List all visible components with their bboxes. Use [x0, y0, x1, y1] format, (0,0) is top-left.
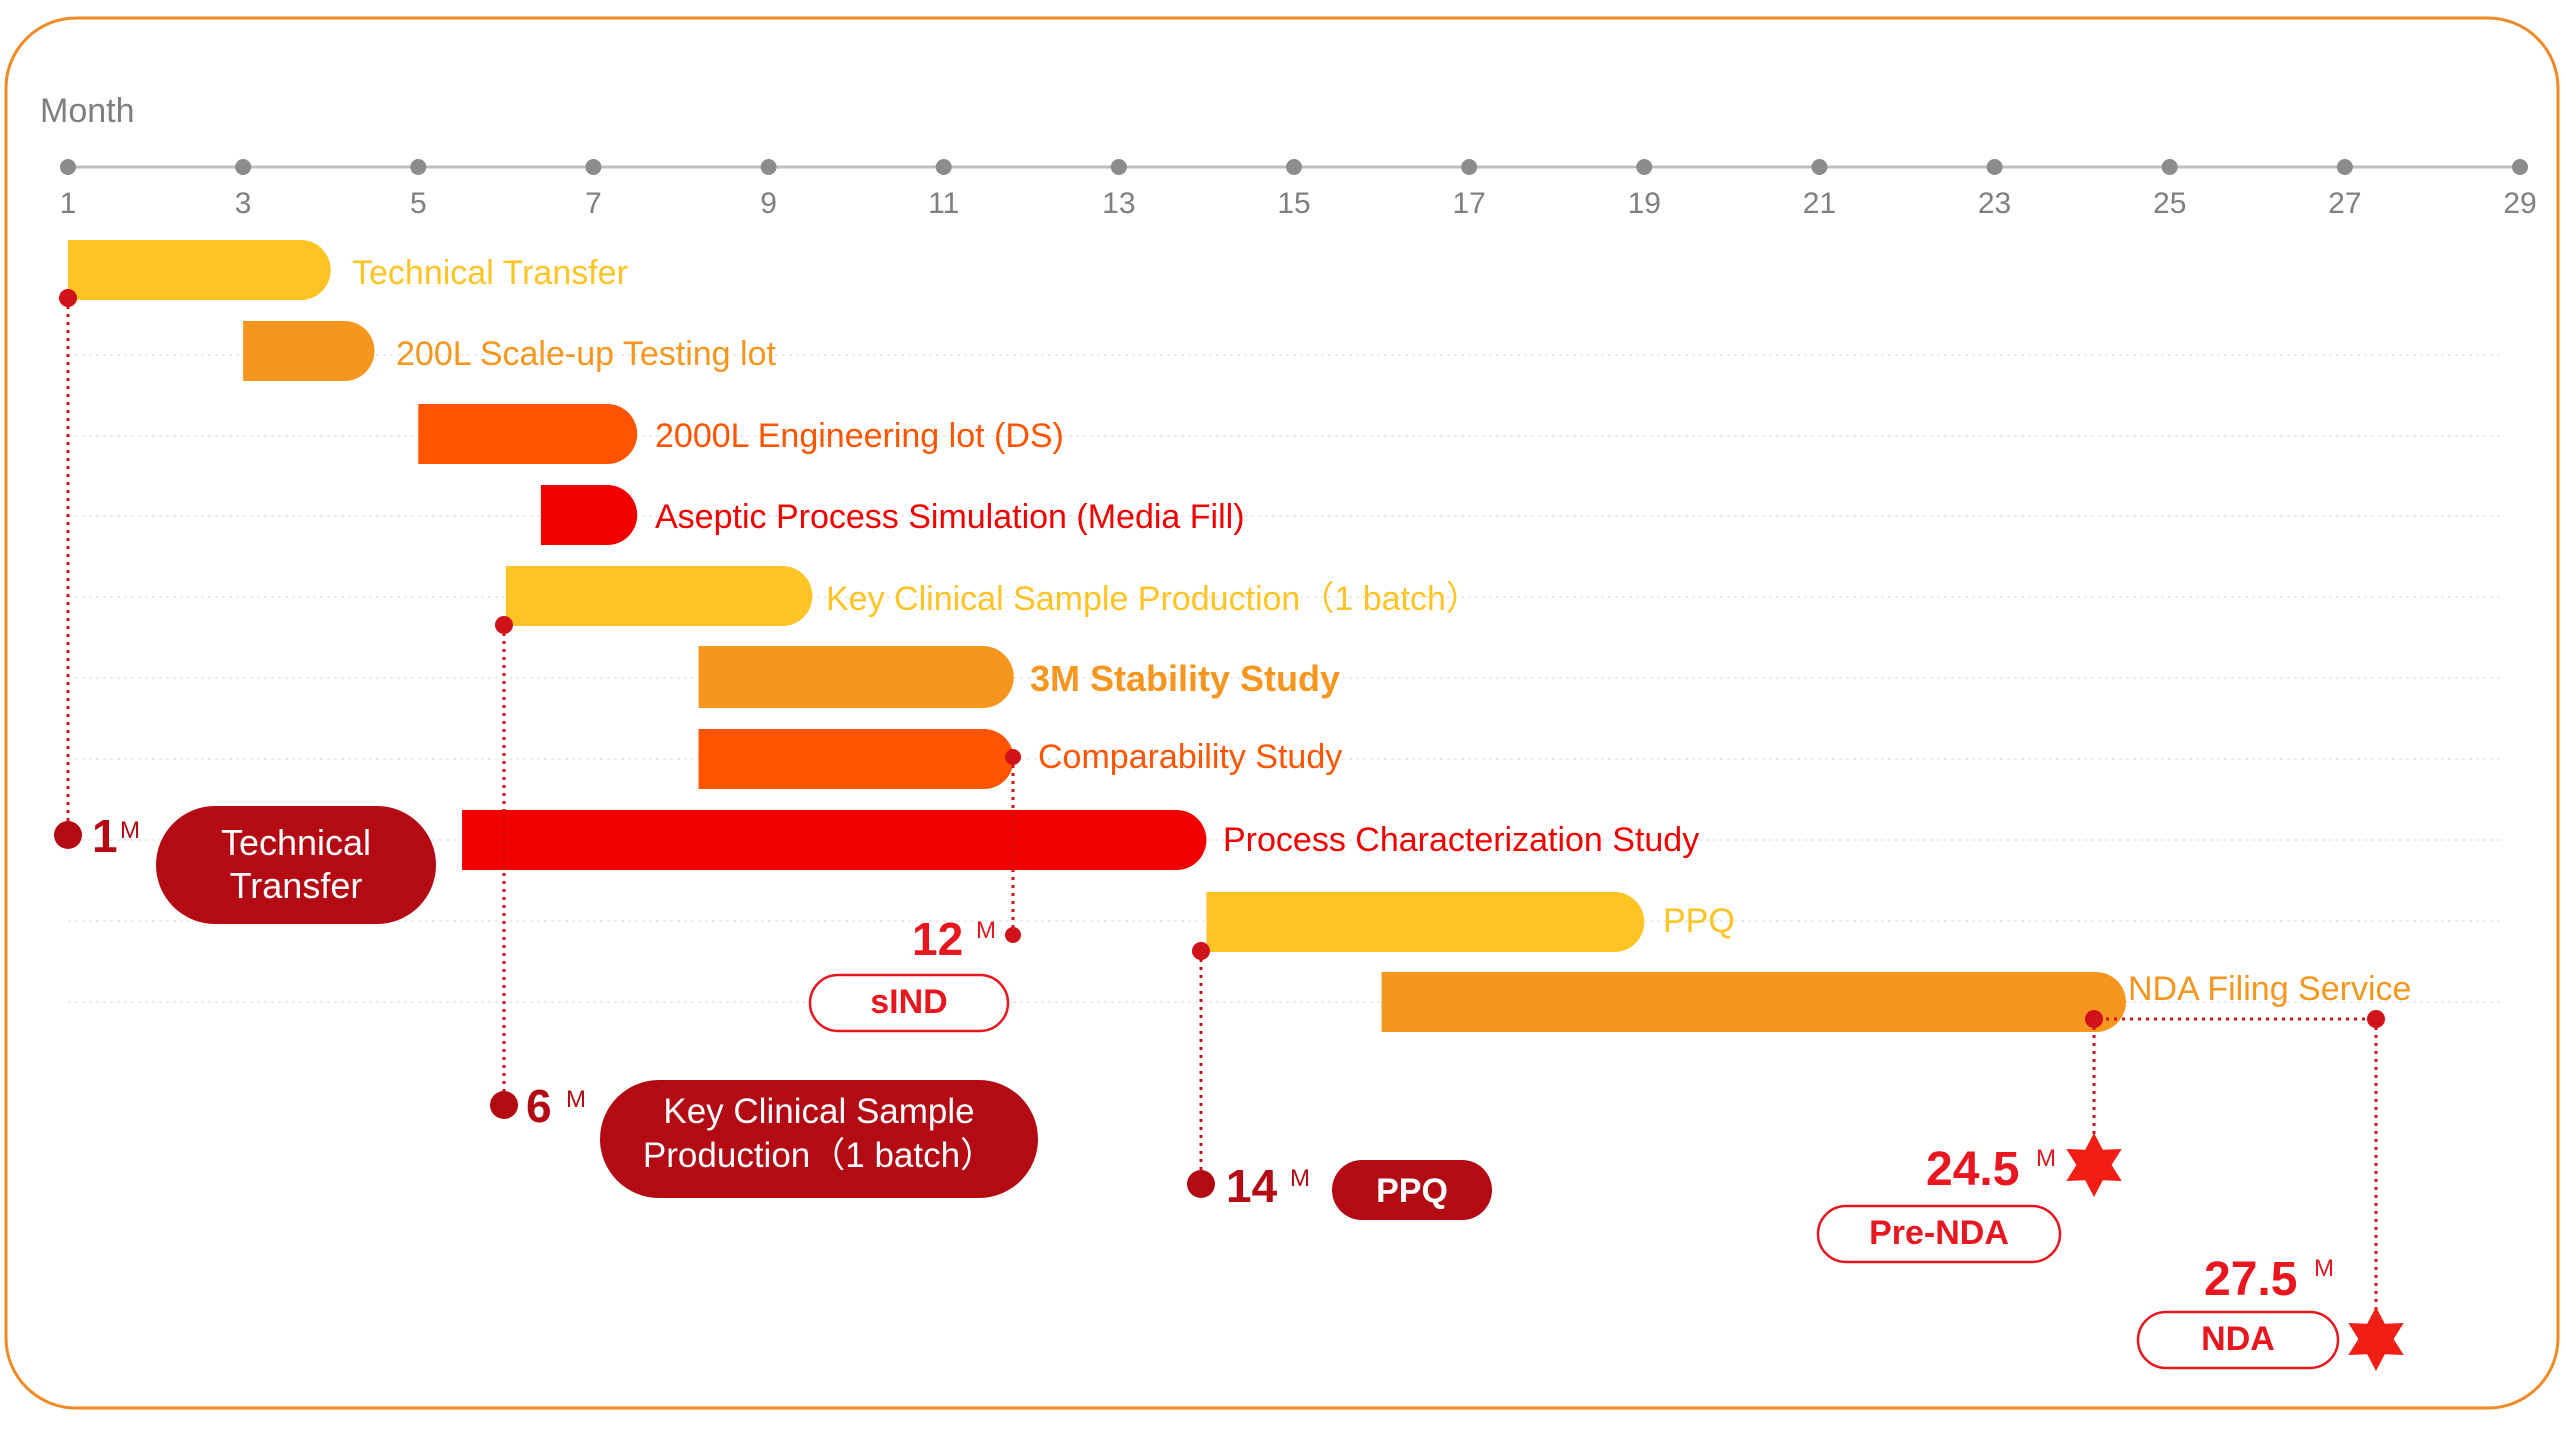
connector-dot [59, 289, 77, 307]
axis-tick-dot [1461, 159, 1478, 175]
gantt-bar [1206, 892, 1645, 952]
milestone-unit: M [120, 817, 140, 844]
milestone-dot [54, 821, 82, 849]
star-icon [2348, 1307, 2404, 1371]
milestone-unit: M [566, 1086, 586, 1113]
gantt-bar [462, 810, 1207, 870]
gantt-bar-label: Technical Transfer [352, 254, 628, 292]
axis-tick-dot [410, 159, 427, 175]
milestone-badge-label: Key Clinical Sample Production（1 batch） [643, 1092, 995, 1175]
gantt-bar-label: PPQ [1663, 902, 1735, 940]
gantt-bar [698, 646, 1014, 708]
milestone-badge [808, 973, 1010, 1033]
axis-tick-label: 3 [235, 187, 252, 220]
milestone-dot [490, 1091, 518, 1119]
axis-tick-dot [935, 159, 952, 175]
milestone-dot [1187, 1170, 1215, 1198]
star-icon [2066, 1133, 2122, 1197]
axis-tick-dot [60, 159, 76, 175]
milestone-value: 24.5 [1926, 1143, 2019, 1196]
chart-frame [4, 16, 2560, 1410]
gantt-bar [540, 485, 638, 545]
milestone-value: 6 [526, 1080, 552, 1132]
milestone-value: 27.5 [2204, 1253, 2297, 1306]
axis-tick-dot [2336, 159, 2353, 175]
axis-tick-dot [1986, 159, 2003, 175]
axis-tick-dot [585, 159, 602, 175]
gantt-bar [505, 566, 813, 626]
milestone-badge-line: Key Clinical Sample [663, 1092, 974, 1131]
axis-tick-label: 23 [1978, 187, 2011, 220]
milestone-badge [1816, 1204, 2062, 1264]
milestone-badge-line: Production（1 batch） [643, 1136, 995, 1175]
gantt-bar-label: Process Characterization Study [1223, 821, 1699, 859]
gantt-bar-label: 3M Stability Study [1030, 658, 1340, 699]
milestone-badge-label: sIND [870, 983, 947, 1021]
gantt-bar [418, 404, 638, 464]
milestone-badge-label: Technical Transfer [221, 822, 371, 906]
milestone-badge [1332, 1160, 1492, 1220]
axis-tick-dot [1636, 159, 1653, 175]
axis-tick-dot [1110, 159, 1127, 175]
axis-tick-label: 17 [1452, 187, 1485, 220]
axis-tick-label: 5 [410, 187, 427, 220]
axis-tick-label: 15 [1277, 187, 1310, 220]
axis-tick-dot [235, 159, 252, 175]
axis-tick-label: 27 [2328, 187, 2361, 220]
milestone-unit: M [2314, 1255, 2334, 1282]
milestone-badge-label: Pre-NDA [1869, 1214, 2009, 1252]
axis-tick-label: 19 [1628, 187, 1661, 220]
milestone-badge [2136, 1310, 2340, 1370]
axis-tick-label: 7 [585, 187, 602, 220]
connector-dot [2367, 1010, 2385, 1028]
milestone-badge-label: NDA [2201, 1320, 2275, 1358]
gantt-bar-label: 200L Scale-up Testing lot [396, 335, 776, 373]
axis-tick-dot [1286, 159, 1302, 175]
connector-dot [495, 616, 513, 634]
axis-ticks: 1 3 5 7 9 11 13 15 17 19 21 23 25 27 29 [60, 159, 2537, 220]
milestone-badge-line: Transfer [230, 865, 363, 906]
axis-tick-dot [760, 159, 777, 175]
gantt-bar-label: 2000L Engineering lot (DS) [655, 417, 1064, 455]
milestone-badge-line: Technical [221, 822, 371, 863]
milestone-unit: M [976, 917, 996, 944]
milestone-badge [600, 1080, 1038, 1198]
connector-dot [1005, 927, 1021, 943]
milestone-badge-label: PPQ [1376, 1172, 1448, 1210]
gantt-bar [243, 321, 375, 381]
gantt-bar [1381, 972, 2126, 1032]
connector-dot [1192, 942, 1210, 960]
milestone-unit: M [1290, 1165, 1310, 1192]
gantt-bars: Technical Transfer 200L Scale-up Testing … [68, 240, 2411, 1032]
gantt-bar-label: Aseptic Process Simulation (Media Fill) [655, 498, 1245, 536]
gantt-bar-label: NDA Filing Service [2128, 970, 2411, 1008]
axis-tick-dot [2161, 159, 2178, 175]
milestone-value: 1 [92, 810, 118, 862]
milestone-connectors [59, 289, 2385, 1320]
axis-title: Month [40, 92, 135, 130]
axis-tick-dot [2512, 159, 2528, 175]
milestone-value: 14 [1226, 1160, 1278, 1212]
gantt-bar [68, 240, 331, 300]
connector-dot [1005, 749, 1021, 765]
axis-tick-dot [1811, 159, 1828, 175]
gantt-bar-label: Comparability Study [1038, 738, 1342, 776]
milestone-badge [156, 806, 436, 924]
axis-tick-label: 21 [1803, 187, 1836, 220]
axis-tick-label: 9 [760, 187, 777, 220]
milestone-unit: M [2036, 1145, 2056, 1172]
gantt-bar-label: Key Clinical Sample Production（1 batch） [826, 580, 1480, 618]
connector-dot [2085, 1010, 2103, 1028]
milestone-value: 12 [912, 913, 963, 965]
axis-tick-label: 13 [1102, 187, 1135, 220]
gantt-bar [698, 729, 1014, 789]
axis-tick-label: 1 [60, 187, 77, 220]
axis-tick-label: 25 [2153, 187, 2186, 220]
axis-tick-label: 11 [928, 187, 959, 220]
axis-tick-label: 29 [2503, 187, 2536, 220]
